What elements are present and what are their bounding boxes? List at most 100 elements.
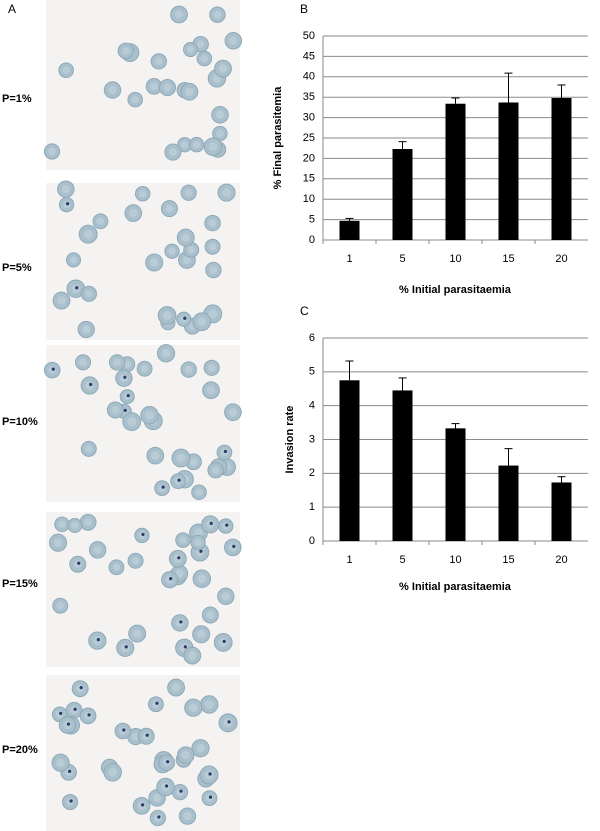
parasite <box>68 769 72 773</box>
cell-center <box>228 408 238 417</box>
micrograph-label: P=20% <box>2 744 38 756</box>
x-tick-label: 10 <box>449 253 461 265</box>
cell-center <box>188 651 197 660</box>
cell-center <box>229 36 238 45</box>
x-tick-label: 15 <box>502 253 514 265</box>
cell-center <box>57 296 66 305</box>
parasite <box>75 286 79 290</box>
x-tick-label: 5 <box>399 554 405 566</box>
cell-center <box>215 110 225 119</box>
y-tick-label: 5 <box>309 366 315 378</box>
x-tick-label: 20 <box>555 253 567 265</box>
cell-center <box>131 96 139 104</box>
parasite <box>227 720 231 724</box>
cell-center <box>79 358 87 367</box>
parasite <box>208 772 212 776</box>
bar <box>339 380 360 541</box>
cell-center <box>189 703 198 713</box>
cell-center <box>70 256 78 264</box>
y-tick-label: 3 <box>309 433 315 445</box>
cell-center <box>162 311 172 320</box>
y-tick-label: 5 <box>309 214 315 226</box>
cell-center <box>183 812 192 821</box>
x-tick-label: 5 <box>399 253 405 265</box>
cell-center <box>179 536 187 544</box>
cell-center <box>111 406 120 415</box>
cell-center <box>208 309 218 319</box>
parasite <box>73 707 77 711</box>
x-tick-label: 15 <box>502 554 514 566</box>
cell-center <box>193 141 201 149</box>
parasite <box>89 382 93 387</box>
bar <box>445 428 466 541</box>
micrograph-label: P=5% <box>2 262 32 274</box>
parasite <box>177 478 181 482</box>
bar <box>445 103 466 240</box>
y-tick-label: 20 <box>303 152 315 164</box>
x-axis-label: % Initial parasitaemia <box>399 581 512 593</box>
y-axis-label: % Final parasitemia <box>272 86 284 190</box>
cell-center <box>194 538 202 547</box>
cell-center <box>149 258 159 267</box>
parasite <box>209 521 213 525</box>
parasite <box>126 393 130 398</box>
cell-center <box>168 247 176 255</box>
parasite <box>179 789 183 793</box>
parasite <box>87 713 91 717</box>
micrograph-label: P=15% <box>2 578 38 590</box>
cell-center <box>108 767 118 777</box>
cell-center <box>208 243 217 251</box>
parasite <box>223 449 228 454</box>
x-tick-label: 1 <box>346 554 352 566</box>
parasite <box>225 523 229 527</box>
cell-center <box>176 453 186 463</box>
parasite <box>66 722 71 726</box>
parasite <box>183 645 187 649</box>
cell-center <box>189 457 198 466</box>
cell-center <box>204 700 214 709</box>
parasite <box>169 577 173 581</box>
cell-center <box>197 574 207 584</box>
parasite <box>141 803 145 807</box>
cell-center <box>209 266 218 274</box>
cell-center <box>185 87 194 96</box>
cell-center <box>83 229 93 239</box>
parasite <box>145 733 149 737</box>
cell-center <box>121 46 130 55</box>
cell-center <box>163 83 172 92</box>
cell-center <box>206 386 216 395</box>
y-tick-label: 0 <box>309 535 315 547</box>
cell-center <box>187 246 195 254</box>
cell-center <box>181 141 189 149</box>
cell-center <box>213 10 222 19</box>
bar <box>498 465 519 541</box>
cell-center <box>56 601 64 610</box>
parasite <box>123 408 127 412</box>
cell-center <box>208 219 217 227</box>
x-tick-label: 20 <box>555 554 567 566</box>
cell-center <box>127 417 137 427</box>
cell-center <box>113 358 121 367</box>
panel-label: A <box>8 2 16 16</box>
parasite <box>96 638 100 642</box>
parasite <box>155 701 159 705</box>
panel-label: B <box>300 2 308 16</box>
cell-center <box>96 217 105 226</box>
parasite <box>141 532 145 537</box>
cell-center <box>161 348 171 358</box>
cell-center <box>112 563 121 571</box>
cell-center <box>129 208 138 218</box>
parasite <box>164 784 169 788</box>
cell-center <box>175 569 184 578</box>
y-tick-label: 4 <box>309 400 315 412</box>
cell-center <box>145 410 154 420</box>
cell-center <box>85 290 93 298</box>
cell-center <box>208 142 218 152</box>
x-tick-label: 10 <box>449 554 461 566</box>
x-tick-label: 1 <box>346 253 352 265</box>
cell-center <box>196 40 205 49</box>
parasite <box>59 711 63 715</box>
cell-center <box>181 233 190 242</box>
micrograph-label: P=10% <box>2 416 38 428</box>
